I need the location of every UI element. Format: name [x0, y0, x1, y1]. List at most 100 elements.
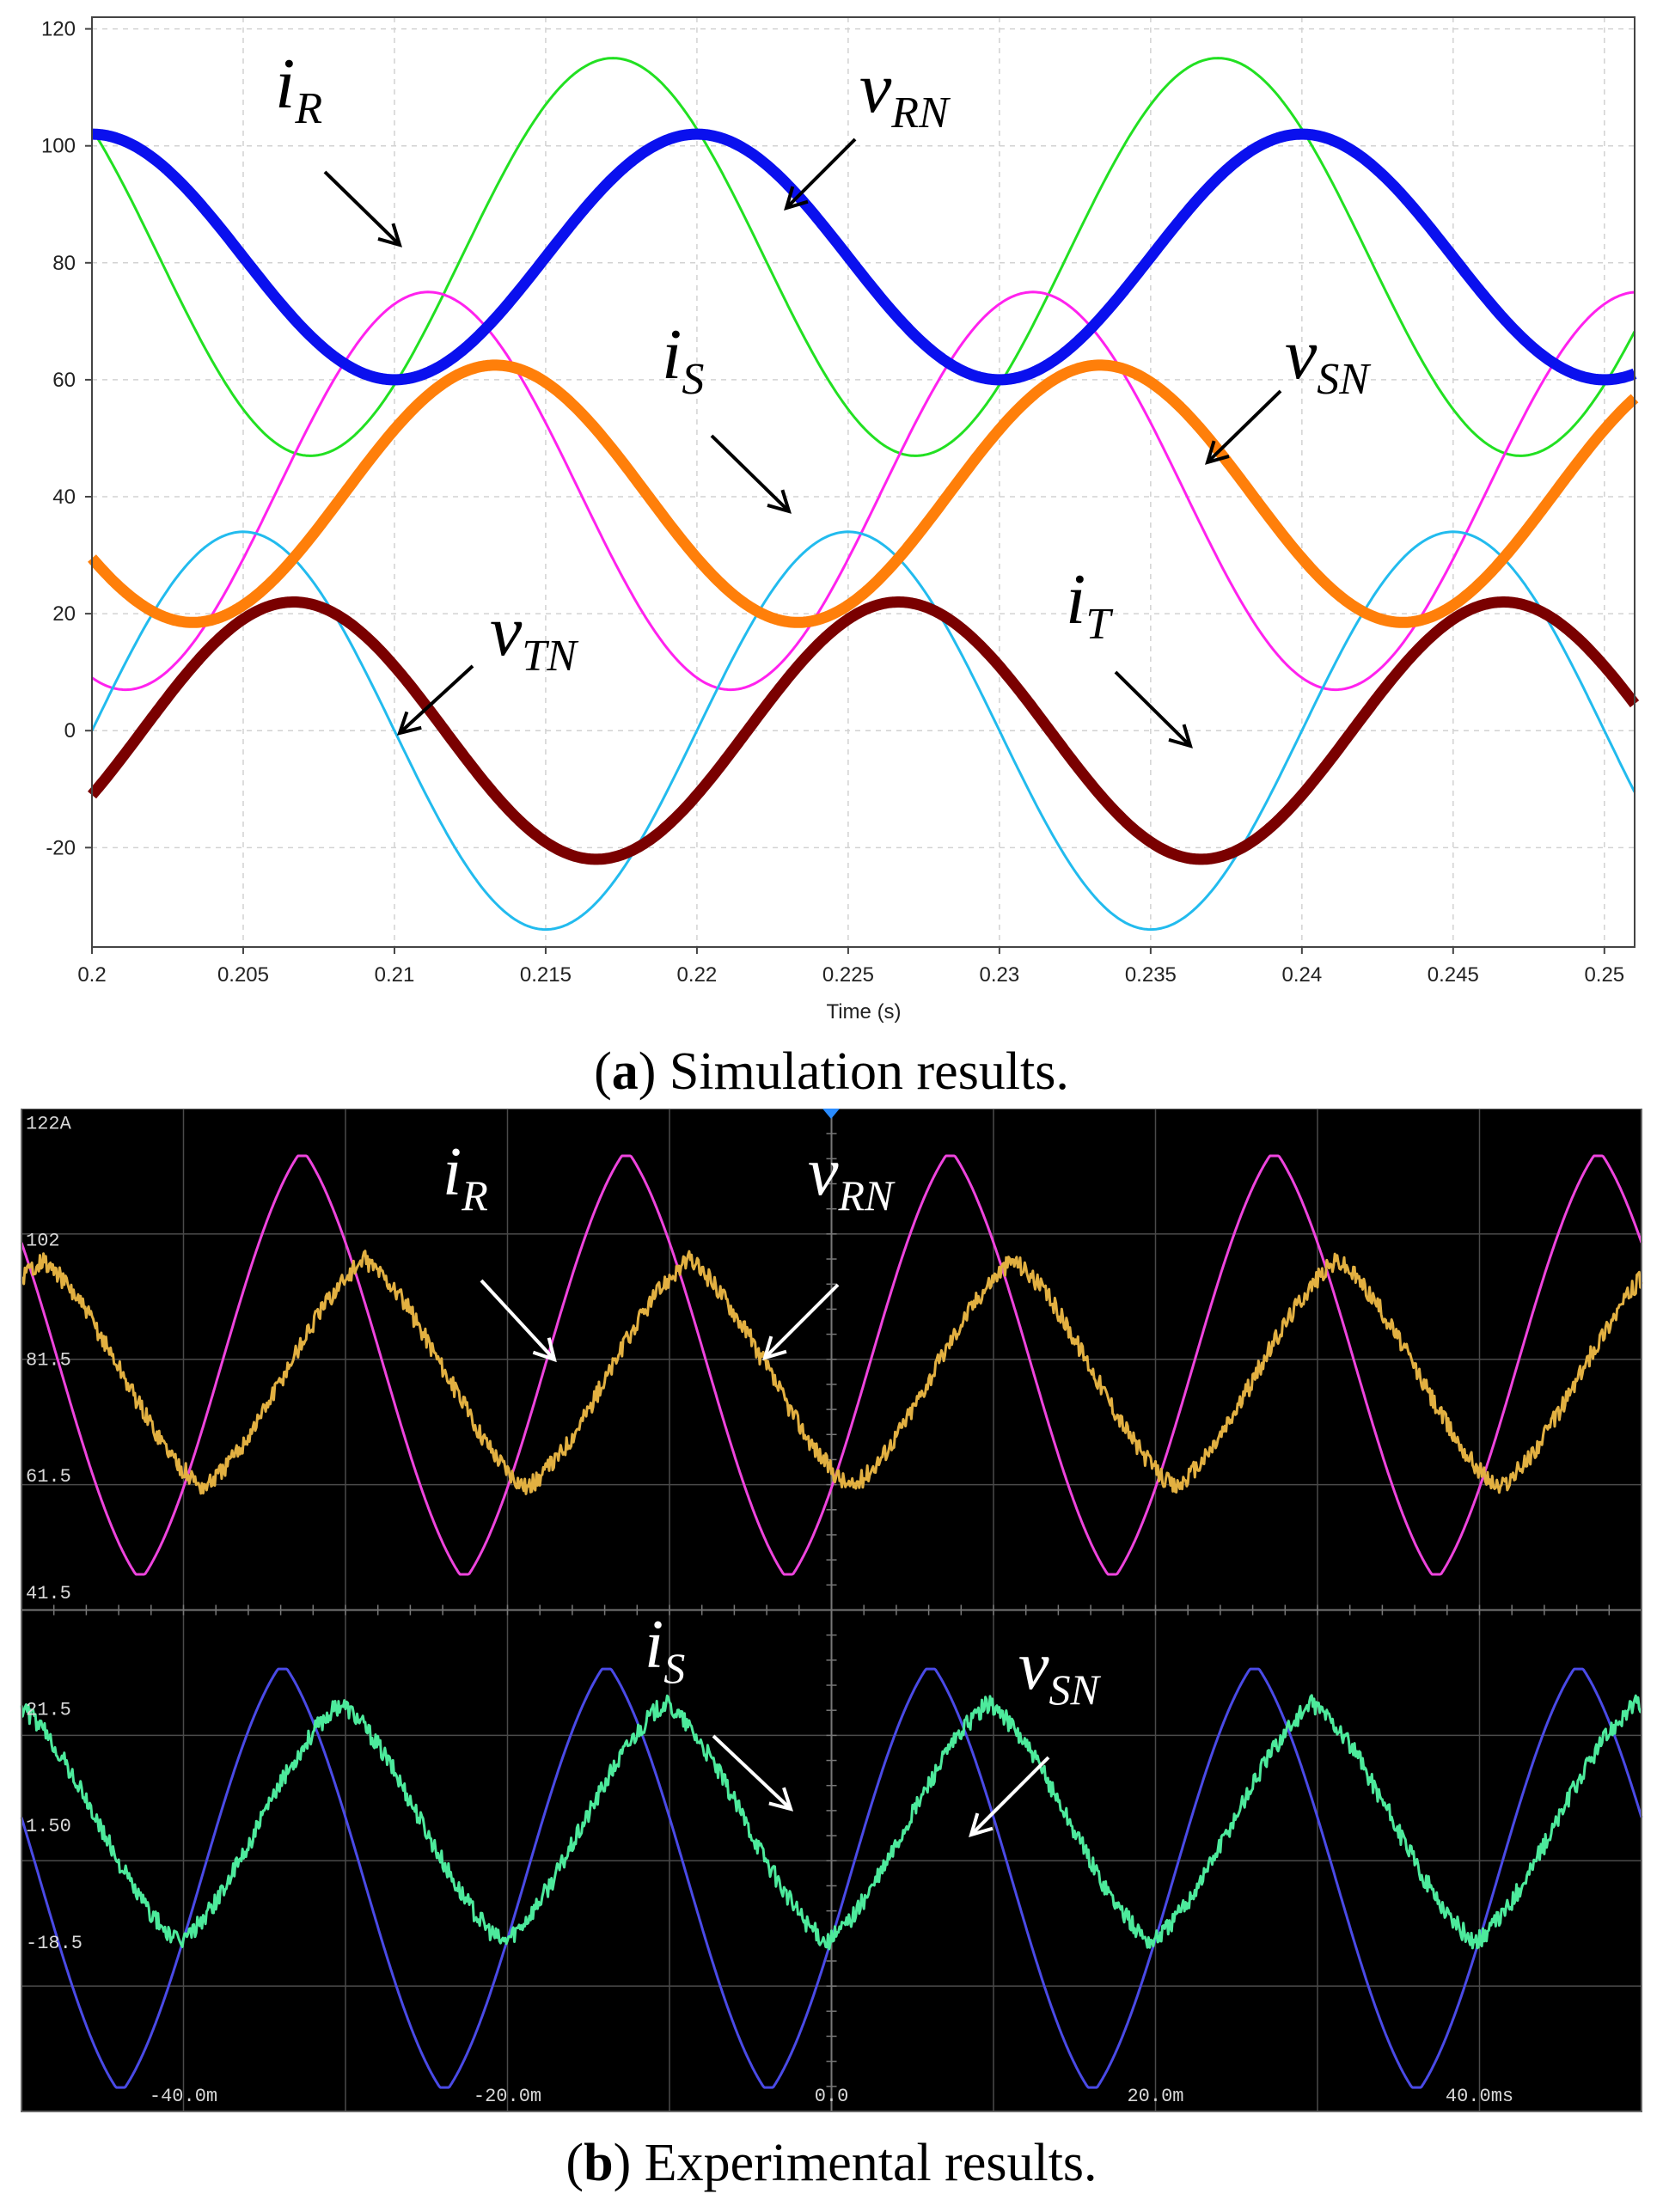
sim-arrow-i-s	[710, 434, 791, 513]
sim-x-tick-label: 0.2	[77, 963, 106, 987]
scope-x-tick-label: -40.0m	[150, 2086, 217, 2107]
scope-x-tick-label: 20.0m	[1127, 2086, 1183, 2107]
sim-label-sub: SN	[1317, 355, 1372, 404]
sim-annotation-i-s: iS	[662, 315, 792, 514]
sim-arrow-i-t	[1114, 670, 1192, 748]
sim-x-axis-label: Time (s)	[826, 1000, 901, 1024]
scope-label-v-sn: vSN	[1018, 1628, 1102, 1714]
scope-y-tick-label: 61.5	[26, 1466, 71, 1488]
sim-arrowhead	[1168, 724, 1193, 749]
caption-b-letter: b	[584, 2134, 614, 2192]
sim-label-i-r: iR	[275, 44, 322, 133]
scope-arrowhead	[762, 1335, 787, 1360]
sim-x-ticks: 0.2 0.205 0.21 0.215 0.22 0.225 0.23 0.235 0.24 0…	[77, 947, 1624, 987]
scope-label-main: i	[443, 1134, 462, 1210]
scope-arrow-i-s	[712, 1734, 792, 1811]
scope-y-tick-label: 21.5	[26, 1699, 71, 1720]
sim-arrowhead	[1205, 440, 1230, 465]
caption-b-prefix: (	[566, 2134, 584, 2192]
sim-y-tick-label: 80	[52, 252, 76, 275]
sim-y-tick-label: -20	[46, 836, 76, 859]
sim-arrowhead	[396, 711, 422, 736]
sim-label-v-sn: vSN	[1285, 315, 1372, 404]
sim-x-tick-label: 0.25	[1584, 963, 1624, 987]
sim-label-main: i	[1066, 559, 1085, 639]
sim-plot-frame	[91, 16, 1635, 948]
scope-label-i-s: iS	[645, 1607, 685, 1692]
scope-x-tick-label: 0.0	[815, 2086, 849, 2107]
scope-y-tick-label: -18.5	[26, 1933, 83, 1954]
scope-series-group	[20, 1154, 1643, 2089]
scope-arrow-v-sn	[969, 1756, 1050, 1836]
scope-annotation-i-r: iR	[443, 1134, 557, 1363]
sim-arrow-v-sn	[1206, 389, 1282, 464]
caption-b-text: ) Experimental results.	[613, 2134, 1097, 2192]
scope-trigger-marker	[822, 1109, 840, 1119]
scope-label-sub: RN	[838, 1171, 896, 1219]
sim-series-i-t	[88, 596, 1640, 865]
sim-arrow-v-rn	[785, 137, 857, 210]
sim-label-sub: T	[1085, 600, 1113, 649]
scope-x-ticks: -40.0m -20.0m 0.0 20.0m 40.0ms	[150, 2086, 1513, 2107]
scope-annotation-v-rn: vRN	[762, 1134, 896, 1360]
sim-arrow-i-r	[323, 170, 401, 247]
scope-y-tick-label: 41.5	[26, 1583, 71, 1604]
sim-arrow-v-tn	[398, 664, 474, 735]
sim-label-sub: R	[294, 84, 322, 133]
scope-arrow-i-r	[480, 1279, 556, 1361]
sim-plot-area	[92, 17, 1635, 947]
scope-label-main: v	[1018, 1628, 1049, 1704]
sim-label-main: v	[490, 591, 523, 671]
scope-x-tick-label: -20.0m	[474, 2086, 541, 2107]
sim-label-sub: RN	[890, 89, 951, 137]
sim-series-i-s	[88, 359, 1639, 628]
scope-y-tick-label: 1.50	[26, 1816, 71, 1837]
sim-y-tick-label: 100	[41, 135, 76, 158]
scope-x-tick-label: 40.0ms	[1446, 2086, 1513, 2107]
scope-arrowhead	[969, 1812, 994, 1837]
scope-label-main: i	[645, 1607, 663, 1683]
sim-arrowhead	[784, 186, 809, 211]
sim-label-main: i	[275, 44, 295, 124]
sim-series-v-sn	[91, 290, 1635, 692]
sim-label-i-s: iS	[662, 315, 704, 404]
scope-label-sub: R	[461, 1171, 488, 1219]
caption-a: (a) Simulation results.	[0, 1042, 1663, 1103]
scope-y-tick-label: 102	[26, 1230, 60, 1251]
scope-label-sub: S	[663, 1644, 685, 1692]
sim-annotation-v-rn: vRN	[784, 48, 951, 211]
sim-label-main: v	[859, 48, 892, 128]
sim-y-tick-label: 120	[41, 18, 76, 41]
caption-a-letter: a	[611, 1042, 639, 1101]
sim-x-tick-label: 0.24	[1281, 963, 1322, 987]
sim-annotation-v-tn: vTN	[396, 591, 579, 736]
scope-series-i-s	[20, 1694, 1643, 1951]
scope-arrowhead	[768, 1787, 794, 1812]
sim-x-tick-label: 0.22	[677, 963, 718, 987]
sim-x-tick-label: 0.205	[217, 963, 269, 987]
sim-arrowhead	[767, 489, 792, 514]
scope-series-i-r	[20, 1250, 1643, 1495]
sim-y-tick-label: 20	[52, 602, 76, 626]
simulation-chart: 120 100 80 60 40 20 0 -20 0.2 0.205 0.21 0.215 0.22…	[41, 16, 1640, 1024]
sim-annotation-v-sn: vSN	[1205, 315, 1372, 465]
caption-a-prefix: (	[594, 1042, 612, 1101]
sim-y-tick-label: 60	[52, 369, 76, 392]
sim-series-v-rn	[90, 57, 1636, 457]
scope-arrowhead	[532, 1337, 557, 1363]
caption-a-text: ) Simulation results.	[638, 1042, 1069, 1101]
scope-y-tick-label: 122A	[26, 1114, 72, 1135]
sim-x-tick-label: 0.225	[822, 963, 874, 987]
sim-label-main: i	[662, 315, 682, 394]
sim-label-sub: TN	[522, 632, 579, 681]
sim-annotation-i-t: iT	[1066, 559, 1193, 749]
sim-annotation-i-r: iR	[275, 44, 402, 247]
scope-series-v-rn	[20, 1154, 1643, 1576]
sim-y-tick-label: 40	[52, 486, 76, 509]
sim-x-tick-label: 0.245	[1428, 963, 1479, 987]
caption-b: (b) Experimental results.	[0, 2133, 1663, 2194]
sim-x-tick-label: 0.235	[1125, 963, 1177, 987]
